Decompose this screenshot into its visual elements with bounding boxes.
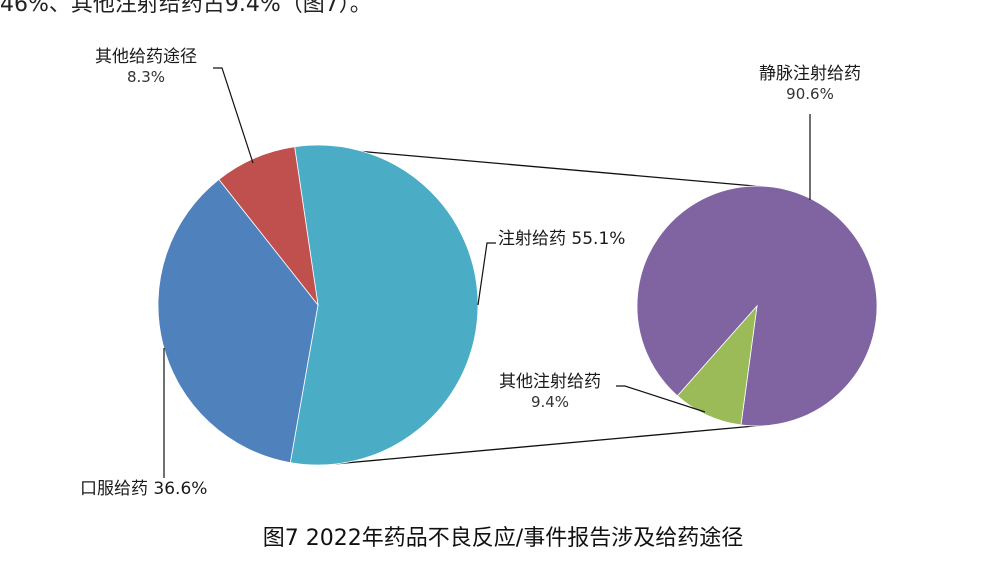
connector-bottom — [333, 424, 767, 465]
label-other-route: 其他给药途径 8.3% — [78, 47, 214, 87]
preceding-paragraph-fragment: 46%、其他注射给药占9.4%（图7）。 — [0, 0, 372, 17]
chart-caption: 图7 2022年药品不良反应/事件报告涉及给药途径 — [262, 526, 744, 551]
pie-slice-1 — [157, 178, 319, 464]
label-other-route-name: 其他给药途径 — [95, 47, 197, 67]
pie-slice-2 — [218, 146, 319, 307]
pie-slice-1 — [676, 304, 758, 426]
secondary-pie — [636, 185, 878, 427]
main-pie — [157, 144, 479, 466]
connector-top — [333, 148, 767, 188]
label-iv: 静脉注射给药 90.6% — [750, 64, 870, 104]
leader-other-route — [213, 67, 254, 164]
label-other-injection-pct: 9.4% — [530, 393, 570, 411]
leader-injection — [477, 242, 496, 306]
label-other-injection-name: 其他注射给药 — [499, 372, 601, 392]
leader-other-injection — [616, 385, 706, 413]
label-iv-pct: 90.6% — [786, 85, 834, 103]
label-oral: 口服给药 36.6% — [80, 479, 208, 499]
label-injection: 注射给药 55.1% — [498, 229, 626, 249]
label-other-injection: 其他注射给药 9.4% — [486, 372, 614, 412]
label-iv-name: 静脉注射给药 — [759, 64, 861, 84]
label-other-route-pct: 8.3% — [126, 68, 166, 86]
pie-slice-0 — [289, 144, 479, 466]
